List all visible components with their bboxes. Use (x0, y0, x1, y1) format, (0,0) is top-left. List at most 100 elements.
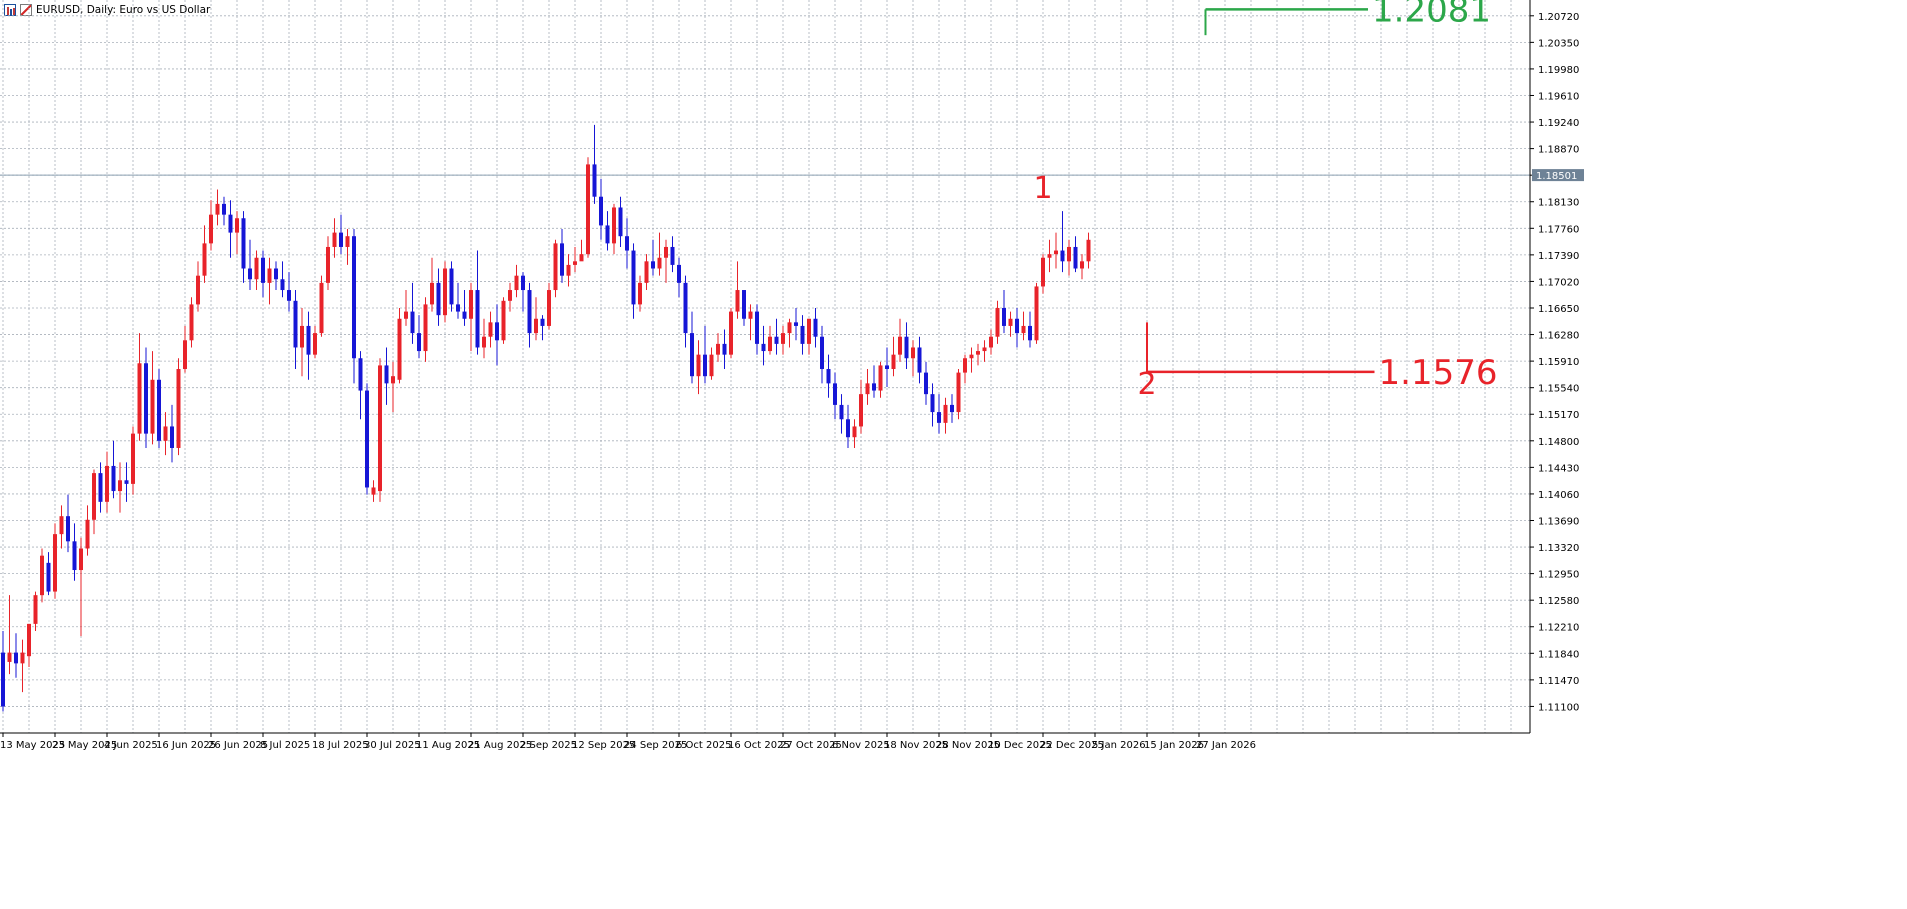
candle-bear (813, 318, 818, 337)
candle-bear (742, 290, 746, 319)
candle-bull (378, 365, 382, 492)
candle-bull (105, 465, 109, 502)
y-tick-label: 1.14800 (1538, 437, 1579, 448)
candle-bear (885, 365, 889, 370)
candle-bear (924, 372, 928, 395)
x-tick-label: 10 Dec 2025 (988, 740, 1052, 751)
x-tick-label: 18 Jul 2025 (312, 740, 369, 751)
candle-bull (176, 369, 181, 448)
candle-bull (989, 336, 993, 348)
candle-bear (755, 311, 759, 344)
y-tick-label: 1.20720 (1538, 12, 1579, 23)
x-tick-label: 2 Sep 2025 (520, 740, 577, 751)
candle-bull (59, 516, 64, 535)
x-tick-label: 13 May 2025 (0, 740, 65, 751)
candle-bull (345, 236, 350, 247)
candle-bull (33, 595, 38, 624)
candle-bull (865, 383, 870, 395)
y-tick-label: 1.11470 (1538, 676, 1579, 687)
candle-bear (722, 343, 727, 355)
candle-bull (963, 358, 967, 373)
x-tick-label: 26 Jun 2025 (208, 740, 268, 751)
candle-bear (826, 369, 831, 384)
candle-bull (807, 318, 811, 344)
candle-bull (748, 311, 753, 319)
candle-bull (612, 207, 616, 244)
candle-bear (111, 465, 116, 492)
candle-bull (501, 300, 506, 341)
candle-bull (40, 555, 44, 596)
candle-bull (79, 548, 83, 571)
candle-bull (579, 254, 584, 262)
candle-bull (488, 322, 493, 337)
y-tick-label: 1.18130 (1538, 198, 1579, 209)
candle-bear (157, 379, 161, 441)
candle-bull (209, 214, 213, 244)
candle-bull (709, 354, 714, 377)
candle-bull (638, 282, 642, 305)
candle-bear (618, 207, 623, 237)
candle-bear (339, 232, 343, 247)
candle-bear (1015, 318, 1019, 334)
candle-bull (891, 354, 896, 370)
candle-bull (878, 365, 883, 391)
candle-bear (761, 343, 766, 352)
candle-bull (995, 307, 1000, 337)
candle-bull (131, 433, 135, 484)
candle-bull (27, 623, 31, 657)
candle-bear (287, 290, 291, 301)
candle-bull (1041, 257, 1045, 287)
candle-bull (898, 336, 902, 355)
candle-bull (1086, 239, 1091, 262)
y-tick-label: 1.15170 (1538, 410, 1579, 421)
candle-bull (852, 426, 857, 438)
candle-bull (573, 261, 577, 265)
candle-bull (768, 336, 772, 352)
candle-bull (371, 487, 376, 495)
candle-bull (1047, 254, 1052, 258)
candle-bear (820, 336, 824, 370)
candle-bear (352, 236, 356, 359)
wave-label-1: 1 (1033, 171, 1052, 206)
y-tick-label: 1.16280 (1538, 331, 1579, 342)
candle-bull (716, 343, 720, 355)
candle-bear (560, 243, 564, 276)
candle-bull (787, 322, 792, 334)
candle-bull (319, 282, 324, 334)
candle-bear (436, 282, 441, 316)
candle-bull (1054, 250, 1058, 255)
candle-bear (1, 652, 5, 707)
x-tick-label: 15 Jan 2026 (1144, 740, 1204, 751)
x-tick-label: 30 Jul 2025 (364, 740, 421, 751)
candle-bear (872, 383, 876, 391)
x-tick-label: 6 Oct 2025 (676, 740, 731, 751)
y-tick-label: 1.17020 (1538, 277, 1579, 288)
candle-bear (14, 652, 18, 664)
candle-bull (664, 246, 668, 258)
candle-bull (911, 347, 915, 359)
chart-title: EURUSD, Daily: Euro vs US Dollar (36, 4, 211, 16)
candle-bull (85, 519, 90, 549)
candle-bull (53, 534, 57, 592)
x-tick-label: 23 May 2025 (52, 740, 117, 751)
y-tick-label: 1.19980 (1538, 65, 1579, 76)
x-tick-label: 5 Jan 2026 (1092, 740, 1146, 751)
y-tick-label: 1.13690 (1538, 516, 1579, 527)
candle-bear (592, 164, 597, 197)
candle-bear (248, 268, 252, 280)
y-tick-label: 1.18870 (1538, 145, 1579, 156)
candle-bull (547, 290, 551, 326)
candle-bull (943, 404, 948, 423)
y-tick-label: 1.20350 (1538, 38, 1579, 49)
candle-bull (254, 257, 259, 280)
candle-bear (605, 225, 610, 244)
candle-bull (137, 363, 142, 434)
candle-bear (794, 322, 798, 326)
candle-bull (735, 290, 740, 312)
candle-bear (540, 318, 545, 326)
candle-bear (222, 203, 226, 215)
candle-bull (202, 243, 207, 276)
candle-bear (306, 325, 311, 355)
